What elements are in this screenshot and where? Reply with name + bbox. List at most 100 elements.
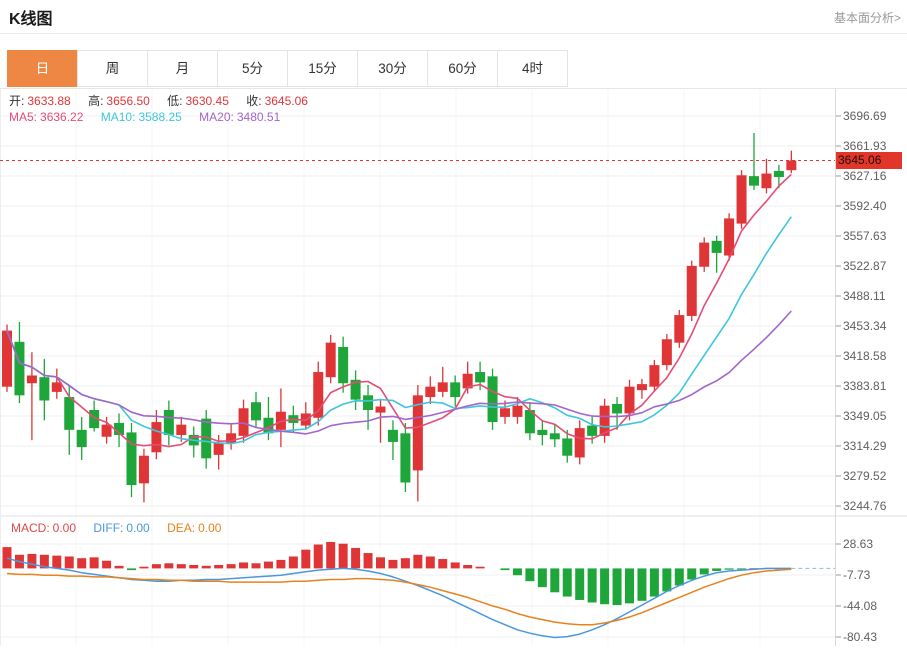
- macd-bar: [600, 568, 610, 605]
- macd-bar: [313, 544, 323, 569]
- macd-bar: [625, 568, 634, 604]
- price-tick-label: 3349.05: [843, 409, 887, 423]
- macd-bar: [176, 564, 186, 569]
- macd-bar: [637, 568, 647, 601]
- diff-label: DIFF:: [93, 521, 124, 535]
- candle-body: [749, 176, 759, 186]
- candle-body: [649, 365, 660, 387]
- tab-30min[interactable]: 30分: [357, 50, 428, 87]
- macd-bar: [201, 565, 211, 569]
- tab-60min[interactable]: 60分: [427, 50, 498, 87]
- candle-body: [76, 429, 87, 448]
- price-tick-label: 3661.93: [843, 139, 887, 153]
- price-tick-label: 3453.34: [843, 319, 887, 333]
- macd-tick-label: -44.08: [843, 599, 877, 613]
- macd-tick-label: 28.63: [843, 537, 873, 551]
- candle-body: [711, 240, 722, 253]
- candle-body: [363, 395, 374, 410]
- macd-bar: [662, 568, 672, 592]
- candle-body: [437, 382, 448, 392]
- ma5-label: MA5:: [9, 110, 38, 124]
- open-value: 3633.88: [27, 94, 71, 108]
- macd-bar: [189, 564, 199, 569]
- fundamental-analysis-link[interactable]: 基本面分析>: [833, 11, 901, 25]
- candle-body: [487, 376, 498, 423]
- tab-5min[interactable]: 5分: [217, 50, 288, 87]
- tab-month[interactable]: 月: [147, 50, 218, 87]
- candle-body: [350, 379, 361, 400]
- candle-body: [114, 422, 125, 436]
- tab-day[interactable]: 日: [7, 50, 78, 87]
- candle-body: [524, 409, 535, 434]
- low-label: 低:: [167, 94, 183, 108]
- macd-bar: [363, 553, 373, 569]
- candle-body: [512, 405, 523, 417]
- macd-bar: [612, 568, 622, 606]
- high-label: 高:: [88, 94, 104, 108]
- macd-bar: [263, 561, 273, 569]
- candle-body: [89, 409, 100, 429]
- macd-bar: [712, 568, 722, 571]
- macd-bar: [463, 564, 473, 569]
- macd-bar: [214, 564, 224, 569]
- macd-bar: [575, 568, 585, 600]
- candle-body: [549, 433, 560, 440]
- dea-value: 0.00: [198, 521, 222, 535]
- candle-body: [612, 403, 623, 414]
- macd-bar: [525, 568, 535, 582]
- macd-bar: [226, 564, 236, 569]
- candle-body: [163, 409, 174, 436]
- macd-bar: [724, 568, 734, 570]
- ma10-value: 3588.25: [138, 110, 182, 124]
- tab-week[interactable]: 周: [77, 50, 148, 87]
- tab-4hour[interactable]: 4时: [497, 50, 568, 87]
- tab-15min[interactable]: 15分: [287, 50, 358, 87]
- macd-bar: [77, 558, 87, 569]
- candle-body: [412, 395, 423, 471]
- macd-value: 0.00: [52, 521, 77, 535]
- macd-bar: [276, 559, 286, 569]
- macd-bar: [2, 547, 12, 569]
- macd-bar: [102, 560, 112, 569]
- macd-bar: [450, 562, 460, 569]
- candle-body: [138, 455, 149, 484]
- price-tick-label: 3557.63: [843, 229, 887, 243]
- macd-bar: [338, 543, 348, 569]
- macd-bar: [27, 553, 37, 569]
- macd-bar: [114, 565, 124, 569]
- candle-body: [699, 242, 710, 267]
- candle-body: [450, 382, 461, 398]
- macd-bar: [413, 554, 423, 569]
- candle-body: [724, 218, 735, 256]
- chart-canvas[interactable]: 3696.69 3661.93 3627.16 3592.40 3557.63 3522.…: [0, 89, 907, 646]
- kline-chart[interactable]: 3696.69 3661.93 3627.16 3592.40 3557.63 3522.…: [0, 89, 907, 646]
- macd-bar: [400, 558, 410, 569]
- candle-body: [226, 433, 237, 443]
- ohlc-readout: 开: 3633.88 高: 3656.50 低: 3630.45 收: 3645.06: [9, 92, 322, 109]
- candle-body: [761, 173, 772, 189]
- ma5-value: 3636.22: [40, 110, 84, 124]
- dea-label: DEA:: [167, 521, 196, 535]
- open-label: 开:: [9, 94, 25, 108]
- page-title: K线图: [9, 11, 53, 28]
- macd-label: MACD:: [11, 521, 50, 535]
- candle-body: [213, 442, 224, 455]
- candle-body: [599, 405, 610, 436]
- candle-body: [736, 175, 747, 224]
- price-tick-label: 3696.69: [843, 109, 887, 123]
- close-label: 收:: [246, 94, 262, 108]
- macd-tick-label: -80.43: [843, 630, 877, 644]
- candle-body: [14, 341, 25, 396]
- dea-line: [6, 568, 792, 626]
- ma10-label: MA10:: [100, 110, 136, 124]
- price-tick-label: 3522.87: [843, 259, 887, 273]
- candle-body: [263, 417, 274, 434]
- candle-body: [636, 384, 647, 391]
- price-tick-label: 3314.29: [843, 439, 887, 453]
- macd-bar: [164, 563, 174, 569]
- chart-top-border: [0, 88, 907, 89]
- macd-bar: [388, 559, 398, 569]
- macd-bar: [438, 559, 448, 569]
- macd-bar: [139, 566, 149, 569]
- price-tick-label: 3244.76: [843, 499, 887, 513]
